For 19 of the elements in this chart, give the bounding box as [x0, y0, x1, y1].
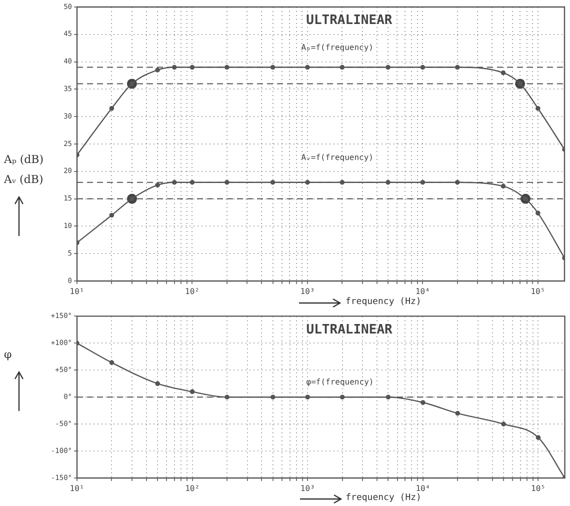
- x-tick-label: 10³: [300, 484, 315, 493]
- x-axis-title: frequency (Hz): [345, 297, 422, 307]
- x-tick-label: 10⁴: [415, 286, 430, 296]
- x-tick-label: 10¹: [70, 286, 84, 296]
- x-tick-label: 10⁵: [530, 286, 546, 296]
- annotation: Aᵥ=f(frequency): [301, 152, 374, 162]
- annotation: ULTRALINEAR: [306, 13, 392, 28]
- x-tick-label: 10³: [300, 286, 315, 296]
- x-tick-label: 10⁴: [416, 484, 430, 493]
- x-tick-label: 10²: [185, 484, 200, 493]
- annotation: Aₚ=f(frequency): [301, 43, 374, 52]
- x-tick-label: 10¹: [70, 484, 84, 493]
- x-tick-label: 10⁵: [531, 484, 546, 493]
- y-axis-title: φ: [4, 347, 12, 363]
- x-axis-title: frequency (Hz): [346, 493, 422, 503]
- y-axis-title: Aₚ (dB) Aᵥ (dB): [4, 152, 44, 188]
- annotation: ULTRALINEAR: [306, 322, 393, 338]
- annotation: φ=f(frequency): [306, 378, 374, 387]
- x-tick-label: 10²: [185, 286, 200, 296]
